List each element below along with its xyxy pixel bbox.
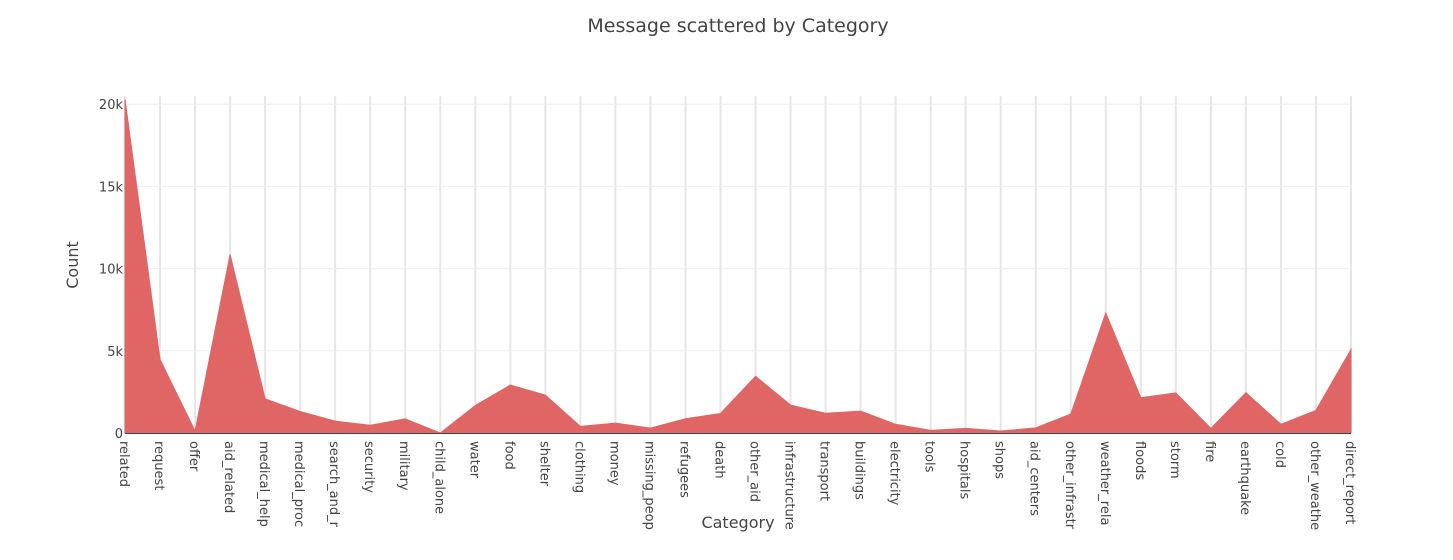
x-tick-label: other_weathe (1307, 441, 1322, 530)
x-axis-ticks: related request offer aid_related medical_he… (116, 441, 1357, 530)
x-tick-label: cold (1272, 441, 1287, 468)
x-tick-label: refugees (676, 441, 691, 498)
x-tick-label: shops (992, 441, 1007, 479)
x-tick-label: other_infrastr (1062, 441, 1077, 530)
x-tick-label: electricity (887, 441, 902, 506)
x-tick-label: request (151, 441, 166, 490)
x-tick-label: medical_help (256, 441, 271, 527)
x-tick-label: medical_proc (291, 441, 306, 527)
x-tick-label: aid_related (221, 441, 236, 513)
x-tick-label: storm (1167, 441, 1182, 479)
area-series (124, 99, 1352, 434)
chart-title: Message scattered by Category (587, 15, 888, 37)
x-axis-title: Category (701, 513, 774, 532)
y-tick-label: 5k (107, 345, 123, 360)
x-tick-label: military (396, 441, 411, 491)
y-axis-ticks: 0 5k 10k 15k 20k (99, 98, 124, 442)
x-tick-label: floods (1132, 441, 1147, 480)
y-tick-label: 0 (115, 427, 123, 442)
x-tick-label: other_aid (747, 441, 762, 502)
x-tick-label: offer (186, 441, 201, 472)
y-gridlines (125, 103, 1351, 352)
y-axis-title: Count (63, 241, 82, 289)
x-tick-label: infrastructure (782, 441, 797, 530)
x-tick-label: transport (817, 441, 832, 501)
x-tick-label: shelter (536, 441, 551, 487)
x-tick-label: child_alone (431, 441, 446, 514)
x-tick-label: food (501, 441, 516, 470)
x-tick-label: hospitals (957, 441, 972, 500)
x-tick-label: security (361, 441, 376, 493)
x-tick-label: tools (922, 441, 937, 473)
x-tick-label: buildings (852, 441, 867, 500)
y-tick-label: 20k (99, 98, 124, 113)
x-tick-label: money (606, 441, 621, 486)
x-tick-label: aid_centers (1027, 441, 1042, 516)
x-tick-label: earthquake (1237, 441, 1252, 515)
x-tick-label: death (711, 441, 726, 479)
x-tick-label: fire (1202, 441, 1217, 462)
x-tick-label: weather_rela (1097, 441, 1112, 525)
x-tick-label: search_and_r (326, 441, 341, 528)
x-tick-label: missing_peop (641, 441, 656, 530)
y-tick-label: 10k (99, 263, 124, 278)
x-tick-label: related (116, 441, 131, 487)
y-tick-label: 15k (99, 180, 124, 195)
x-tick-label: water (466, 441, 481, 479)
x-tick-label: direct_report (1342, 441, 1357, 524)
x-gridlines (124, 96, 1352, 433)
x-tick-label: clothing (571, 441, 586, 493)
